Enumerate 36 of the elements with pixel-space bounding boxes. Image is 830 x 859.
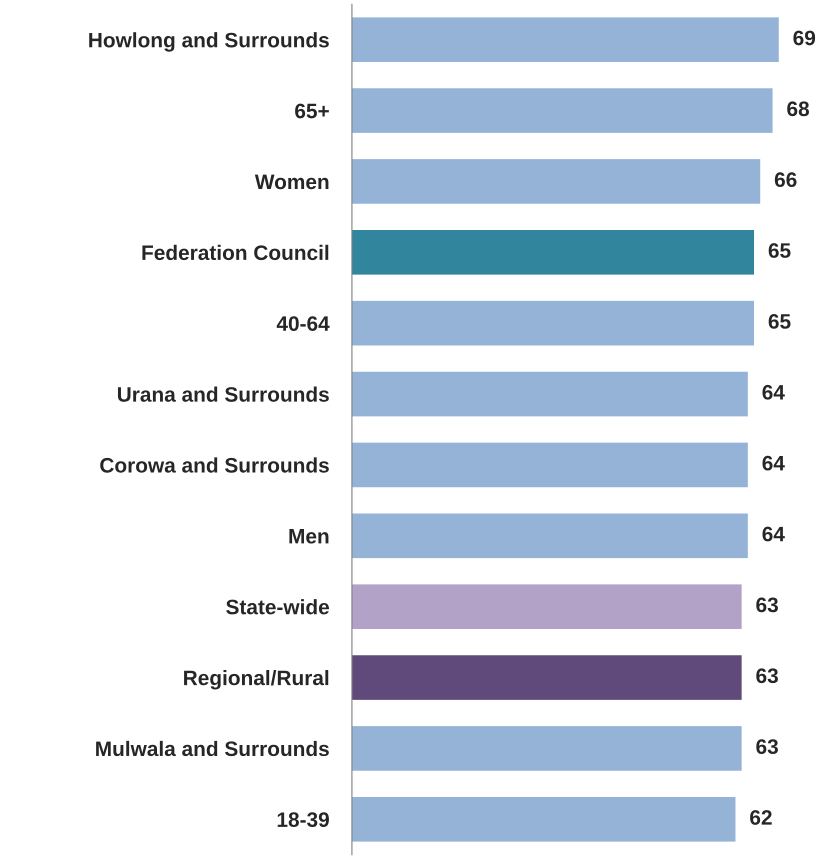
y-tick-label: 40-64 [276, 316, 330, 331]
bar [352, 300, 754, 346]
bar [352, 726, 742, 771]
y-tick-label: State-wide [226, 599, 329, 614]
y-tick-label: 65+ [295, 104, 329, 118]
y-tick-label: 18-39 [278, 812, 329, 828]
data-label: 63 [756, 739, 778, 754]
data-label: 68 [787, 101, 810, 116]
bar [352, 372, 748, 416]
bar [352, 655, 742, 700]
y-tick-label: Mulwala and Surrounds [96, 740, 329, 756]
data-label: 65 [768, 314, 791, 329]
bar [352, 796, 736, 842]
y-tick-label: Urana and Surrounds [118, 386, 329, 402]
data-label: 62 [750, 810, 772, 825]
data-label: 63 [756, 598, 778, 612]
y-tick-label: Federation Council [142, 244, 328, 260]
data-label: 69 [793, 30, 816, 46]
data-label: 66 [774, 172, 797, 188]
y-tick-label: Women [254, 174, 328, 190]
data-label: 65 [768, 243, 791, 258]
bar [352, 442, 748, 488]
bar [352, 230, 754, 275]
y-tick-label: Corowa and Surrounds [100, 457, 329, 473]
bar [352, 513, 748, 558]
y-tick-label: Regional/Rural [184, 670, 328, 690]
data-label: 63 [756, 668, 778, 684]
bar [352, 88, 773, 133]
bar [352, 159, 760, 204]
y-tick-label: Men [289, 529, 328, 544]
bar [352, 584, 742, 629]
bar [352, 17, 779, 62]
data-label: 64 [762, 526, 785, 542]
data-label: 64 [762, 456, 785, 471]
y-tick-label: Howlong and Surrounds [89, 32, 329, 52]
data-label: 64 [762, 384, 785, 400]
